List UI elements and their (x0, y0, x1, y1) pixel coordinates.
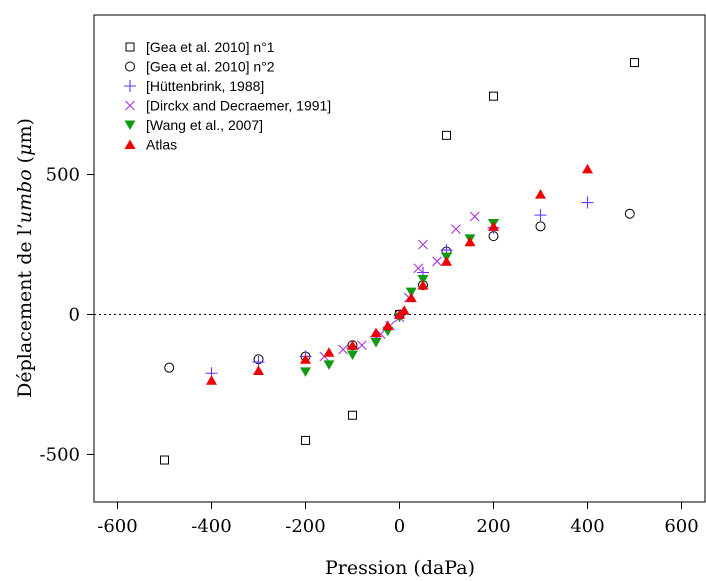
data-point-triangle-down (417, 274, 429, 285)
legend-marker-plus (124, 80, 136, 92)
data-point-triangle-up (488, 221, 499, 231)
axes: -600 -400 -200 0 200 400 600 -500 0 500 (40, 165, 699, 537)
y-axis-title-unit-open: ( (14, 156, 36, 169)
data-point-triangle-up (582, 163, 593, 174)
data-point-plus (534, 209, 547, 222)
data-point-triangle-up (441, 256, 452, 266)
legend-marker-circle-open (125, 61, 135, 72)
data-point-cross (451, 224, 461, 235)
x-tick-label: 200 (476, 516, 510, 537)
data-point-cross (469, 211, 480, 222)
data-point-triangle-up (347, 340, 358, 350)
data-point-triangle-down (405, 287, 417, 298)
data-point-circle-open (624, 208, 635, 219)
y-tick-label: 0 (69, 304, 80, 325)
legend-label: [Gea et al. 2010] n°1 (146, 39, 275, 55)
x-tick-label: -200 (285, 516, 325, 537)
data-point-triangle-down (370, 337, 382, 348)
data-point-triangle-up (405, 292, 417, 303)
y-tick-label: 500 (46, 165, 80, 186)
data-point-triangle-down (347, 350, 358, 361)
data-point-triangle-up (535, 189, 546, 199)
legend-label: [Gea et al. 2010] n°2 (146, 59, 275, 75)
y-axis-title-italic: umbo (14, 169, 36, 223)
data-point-circle-open (164, 362, 175, 373)
data-point-cross (338, 344, 348, 355)
data-point-cross (418, 239, 428, 250)
data-point-circle-open (535, 221, 546, 232)
legend-label: Atlas (146, 137, 177, 153)
legend-marker-triangle-up (124, 139, 136, 149)
data-point-square-open (160, 455, 169, 465)
data-point-triangle-up (417, 280, 429, 290)
x-tick-label: -600 (97, 516, 137, 537)
data-point-square-open (630, 58, 639, 68)
data-point-triangle-up (398, 305, 410, 315)
y-axis-title: Déplacement de l’umbo (μm) (14, 118, 36, 398)
data-point-triangle-up (464, 236, 476, 247)
data-point-square-open (489, 91, 498, 101)
data-point-triangle-up (253, 365, 264, 375)
data-point-triangle-up (206, 375, 217, 385)
y-axis-title-unit-rest: m) (14, 118, 36, 143)
data-point-square-open (348, 410, 357, 420)
data-point-plus (581, 196, 594, 209)
legend-marker-cross (125, 100, 135, 111)
x-tick-label: -400 (191, 516, 231, 537)
data-point-triangle-down (323, 360, 335, 370)
legend-label: [Wang et al., 2007] (146, 117, 263, 133)
legend-marker-triangle-down (124, 120, 136, 130)
data-point-cross (432, 256, 442, 267)
legend-marker-square-open (125, 42, 135, 52)
x-tick-label: 0 (394, 516, 405, 537)
x-tick-label: 600 (664, 516, 698, 537)
y-axis-title-prefix: Déplacement de l’ (14, 223, 36, 398)
data-point-square-open (301, 435, 310, 445)
data-point-triangle-up (382, 320, 394, 331)
data-point-triangle-up (323, 347, 335, 357)
legend-label: [Dirckx and Decraemer, 1991] (146, 98, 331, 114)
data-point-square-open (442, 130, 451, 140)
legend-label: [Hüttenbrink, 1988] (146, 78, 264, 94)
data-point-triangle-up (370, 327, 382, 338)
data-point-cross (413, 263, 424, 274)
y-axis-title-unit-greek: μ (14, 144, 36, 156)
y-tick-label: -500 (40, 444, 80, 465)
data-point-triangle-up (300, 354, 311, 364)
legend: [Gea et al. 2010] n°1 [Gea et al. 2010] n… (124, 39, 331, 153)
data-points (160, 58, 639, 465)
x-axis-title: Pression (daPa) (325, 557, 475, 579)
x-tick-label: 400 (570, 516, 604, 537)
data-point-cross (357, 340, 367, 351)
data-point-triangle-down (300, 367, 311, 377)
